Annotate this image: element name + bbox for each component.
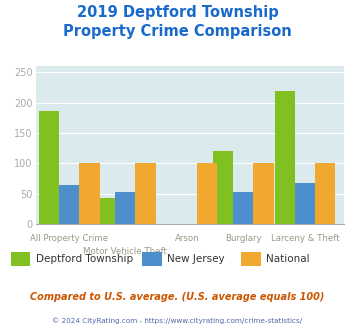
Bar bbox=[39, 111, 59, 224]
Bar bbox=[197, 163, 218, 224]
Text: Compared to U.S. average. (U.S. average equals 100): Compared to U.S. average. (U.S. average … bbox=[30, 292, 325, 302]
Text: Arson: Arson bbox=[175, 234, 200, 243]
Text: Burglary: Burglary bbox=[225, 234, 262, 243]
Text: New Jersey: New Jersey bbox=[167, 254, 224, 264]
Bar bbox=[253, 163, 274, 224]
Bar bbox=[115, 191, 136, 224]
Text: Larceny & Theft: Larceny & Theft bbox=[271, 234, 339, 243]
Bar bbox=[79, 163, 99, 224]
Bar bbox=[315, 163, 335, 224]
Bar bbox=[213, 151, 233, 224]
Bar bbox=[295, 183, 315, 224]
Bar bbox=[136, 163, 156, 224]
Text: © 2024 CityRating.com - https://www.cityrating.com/crime-statistics/: © 2024 CityRating.com - https://www.city… bbox=[53, 317, 302, 324]
Bar bbox=[275, 91, 295, 224]
Text: Deptford Township: Deptford Township bbox=[36, 254, 133, 264]
Text: National: National bbox=[266, 254, 310, 264]
Text: Motor Vehicle Theft: Motor Vehicle Theft bbox=[83, 248, 167, 256]
Text: 2019 Deptford Township
Property Crime Comparison: 2019 Deptford Township Property Crime Co… bbox=[63, 5, 292, 39]
Text: All Property Crime: All Property Crime bbox=[30, 234, 108, 243]
Bar bbox=[59, 185, 79, 224]
Bar bbox=[95, 198, 115, 224]
Bar bbox=[233, 191, 253, 224]
